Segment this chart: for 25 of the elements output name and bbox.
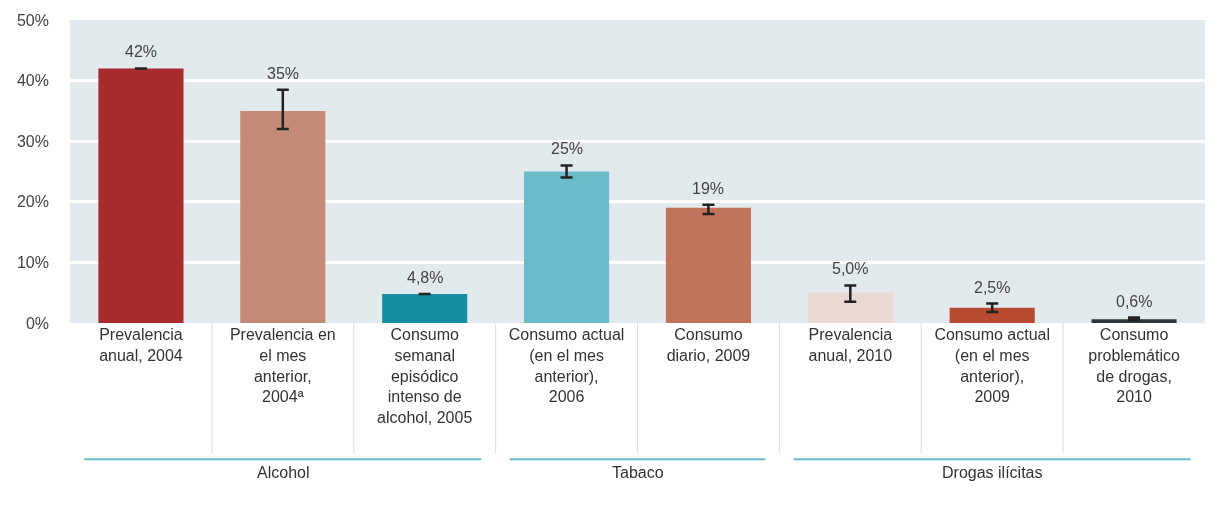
data-label: 35% (267, 65, 300, 82)
data-label: 2,5% (974, 279, 1011, 296)
x-tick-label: Consumo semanal episódico intenso de alcohol, 2005 (377, 326, 473, 427)
text: Alcohol (257, 464, 310, 481)
y-tick-label: 0% (25, 314, 49, 332)
text: Drogas ilícitas (942, 464, 1043, 481)
y-tick-label: 20% (16, 193, 49, 211)
y-tick-label: 40% (16, 72, 49, 90)
data-label: 19% (692, 180, 725, 197)
y-tick-label: 30% (16, 132, 49, 150)
x-tick-label: Consumo problemático de drogas, 2010 (1088, 326, 1180, 406)
y-tick-label: 50% (16, 11, 49, 29)
data-label: 5,0% (832, 260, 869, 277)
x-tick-label: Prevalencia en el mes anterior, 2004ª (229, 326, 336, 406)
data-label: 42% (125, 43, 158, 60)
y-tick-label: 10% (16, 254, 49, 271)
x-tick-label: Consumo actual (en el mes anterior), 2009 (934, 326, 1050, 406)
x-tick-label: Consumo diario, 2009 (666, 326, 751, 364)
data-label: 25% (551, 140, 584, 157)
x-tick-label: Prevalencia anual, 2004 (99, 326, 183, 364)
x-tick-label: Consumo actual (en el mes anterior), 2006 (508, 326, 625, 406)
x-tick-label: Prevalencia anual, 2010 (808, 326, 893, 364)
text: Tabaco (612, 464, 664, 481)
data-label: 0,6% (1116, 293, 1153, 310)
data-label: 4,8% (407, 269, 444, 286)
